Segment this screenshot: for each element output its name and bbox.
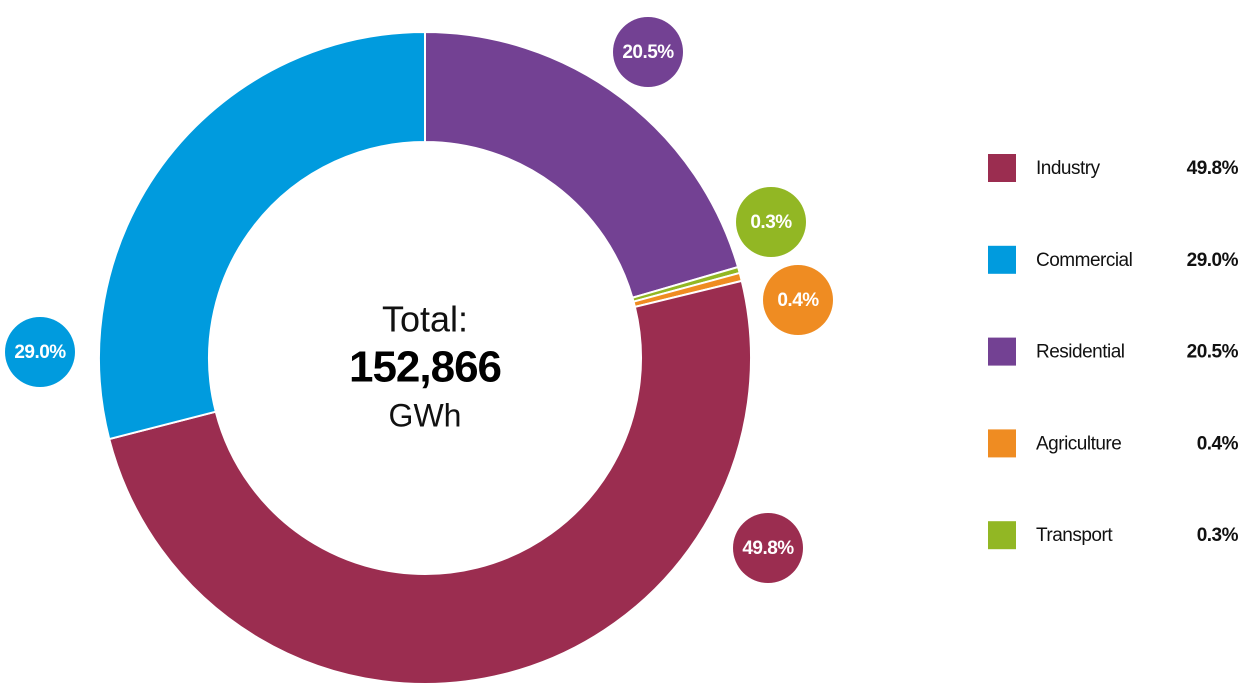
legend-label: Commercial xyxy=(1036,250,1132,271)
label-bubble xyxy=(613,17,683,87)
center-label: Total: xyxy=(382,299,468,340)
legend-label: Industry xyxy=(1036,158,1101,179)
legend-value: 49.8% xyxy=(1187,158,1239,179)
data-label: 49.8% xyxy=(742,538,794,559)
legend-swatch xyxy=(988,154,1016,182)
data-label: 29.0% xyxy=(14,342,66,363)
legend-value: 0.3% xyxy=(1197,525,1239,546)
legend-value: 0.4% xyxy=(1197,433,1239,454)
label-bubble xyxy=(733,513,803,583)
legend-value: 29.0% xyxy=(1187,250,1239,271)
data-label: 0.3% xyxy=(750,212,792,233)
legend-label: Residential xyxy=(1036,342,1125,363)
legend-label: Agriculture xyxy=(1036,433,1121,454)
center-total: 152,866 xyxy=(349,343,501,392)
data-label: 20.5% xyxy=(622,42,674,63)
label-bubble xyxy=(5,317,75,387)
legend-label: Transport xyxy=(1036,525,1113,546)
legend-value: 20.5% xyxy=(1187,342,1239,363)
donut-slice xyxy=(98,30,426,441)
label-bubble xyxy=(736,187,806,257)
donut-slice xyxy=(108,279,752,684)
label-bubble xyxy=(763,265,833,335)
center-unit: GWh xyxy=(389,397,462,433)
legend-swatch xyxy=(988,521,1016,550)
data-label: 0.4% xyxy=(777,290,819,311)
donut-slice xyxy=(424,30,740,299)
legend-swatch xyxy=(988,337,1016,366)
legend-swatch xyxy=(988,245,1016,274)
legend-swatch xyxy=(988,429,1016,458)
